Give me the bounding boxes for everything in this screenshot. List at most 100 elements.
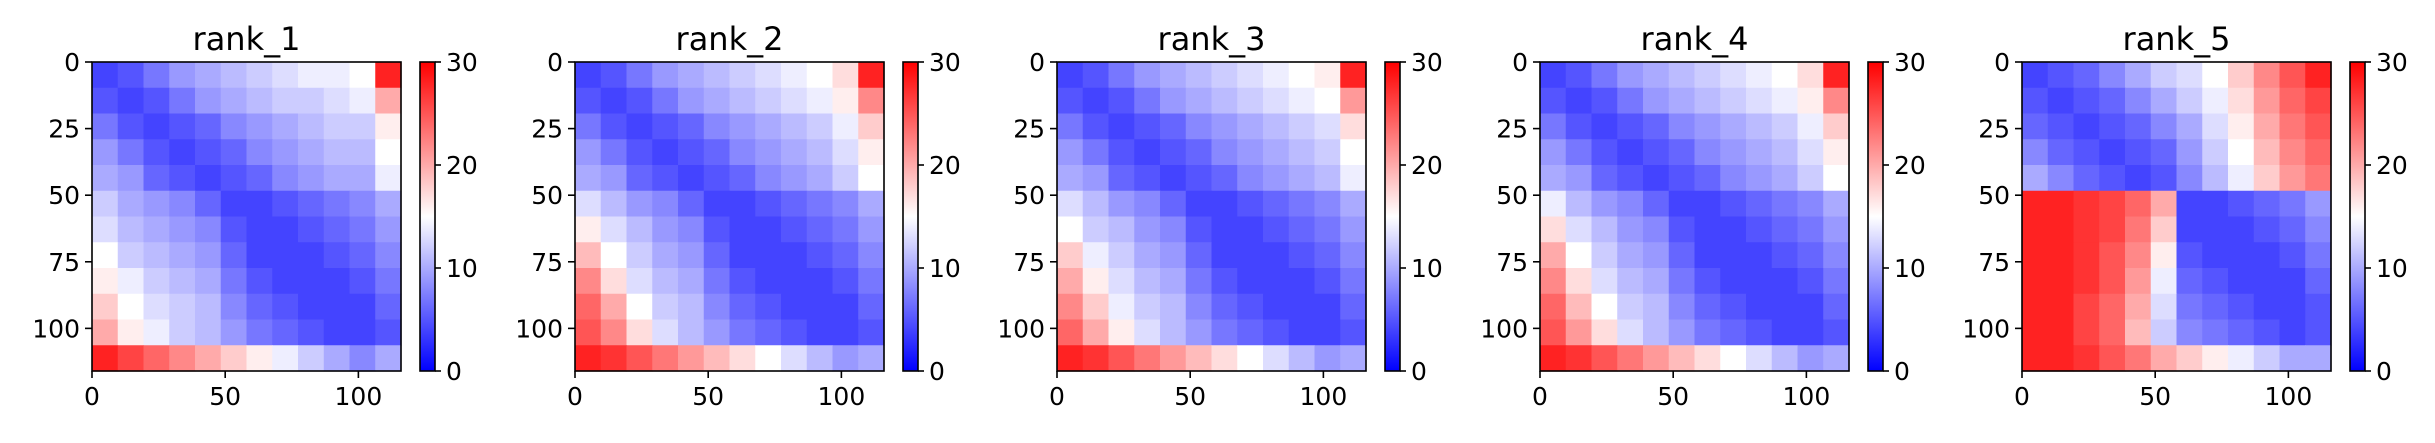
heatmap-cell bbox=[1746, 113, 1773, 140]
x-tick-label: 100 bbox=[335, 382, 383, 411]
heatmap-cell bbox=[349, 190, 376, 218]
heatmap-cell bbox=[1720, 268, 1747, 295]
heatmap-cell bbox=[1263, 139, 1290, 166]
heatmap-cell bbox=[2228, 190, 2255, 218]
heatmap-cell bbox=[652, 319, 679, 346]
heatmap-cell bbox=[169, 268, 196, 295]
heatmap-cell bbox=[652, 242, 679, 269]
heatmap-cell bbox=[2253, 190, 2281, 218]
heatmap-cell bbox=[92, 165, 119, 192]
heatmap-cells bbox=[1057, 62, 1367, 372]
heatmap-cell bbox=[1771, 293, 1799, 321]
heatmap-cell bbox=[755, 319, 782, 346]
heatmap-cell bbox=[1288, 165, 1316, 192]
heatmap-cell bbox=[1617, 242, 1644, 269]
heatmap-cell bbox=[1771, 87, 1799, 115]
heatmap-cell bbox=[2279, 242, 2306, 269]
y-tick-label: 75 bbox=[1496, 248, 1528, 277]
heatmap-cell bbox=[1771, 113, 1799, 140]
heatmap-cell bbox=[755, 87, 782, 115]
heatmap-cell bbox=[2047, 87, 2075, 115]
heatmap-cell bbox=[92, 113, 119, 140]
heatmap-cell bbox=[1746, 293, 1773, 321]
heatmap-cell bbox=[2022, 345, 2049, 372]
panel-title: rank_1 bbox=[193, 20, 301, 58]
heatmap-cell bbox=[375, 242, 402, 269]
heatmap-cell bbox=[349, 87, 376, 115]
heatmap-cell bbox=[1237, 62, 1264, 89]
heatmap-cell bbox=[2150, 216, 2178, 243]
heatmap-cell bbox=[195, 190, 222, 218]
heatmap-cell bbox=[1694, 345, 1721, 372]
heatmap-cell bbox=[2047, 139, 2075, 166]
heatmap-cell bbox=[2202, 113, 2229, 140]
heatmap-cell bbox=[2099, 190, 2126, 218]
heatmap-cell bbox=[143, 268, 170, 295]
heatmap-cell bbox=[143, 62, 170, 89]
heatmap-cell bbox=[1643, 319, 1670, 346]
heatmap-cell bbox=[2202, 87, 2229, 115]
heatmap-cell bbox=[1591, 242, 1618, 269]
heatmap-cell bbox=[1108, 345, 1135, 372]
heatmap-cell bbox=[2099, 139, 2126, 166]
heatmap-cell bbox=[1288, 268, 1316, 295]
heatmap-cell bbox=[195, 165, 222, 192]
heatmap-cell bbox=[2047, 268, 2075, 295]
heatmap-cell bbox=[1340, 345, 1367, 372]
heatmap-cell bbox=[832, 87, 859, 115]
heatmap-cell bbox=[92, 293, 119, 321]
heatmap-cell bbox=[1694, 113, 1721, 140]
heatmap-cell bbox=[1185, 190, 1213, 218]
heatmap-panel-5: rank_5 0 50 100 0 25 50 75 100 0 10 20 30 bbox=[1962, 20, 2408, 411]
heatmap-cell bbox=[272, 268, 299, 295]
heatmap-cell bbox=[220, 190, 248, 218]
colorbar-frame bbox=[902, 61, 919, 372]
heatmap-cell bbox=[2305, 293, 2332, 321]
heatmap-cell bbox=[2073, 87, 2100, 115]
heatmap-cell bbox=[246, 190, 273, 218]
heatmap-cell bbox=[323, 87, 351, 115]
colorbar-tick-label: 20 bbox=[1411, 151, 1443, 180]
heatmap-cell bbox=[1797, 113, 1824, 140]
heatmap-cell bbox=[246, 165, 273, 192]
heatmap-cell bbox=[729, 87, 756, 115]
heatmap-cell bbox=[272, 139, 299, 166]
heatmap-cell bbox=[143, 293, 170, 321]
x-tick-label: 50 bbox=[1657, 382, 1689, 411]
heatmap-cell bbox=[781, 165, 808, 192]
heatmap-cell bbox=[575, 319, 602, 346]
heatmap-cell bbox=[375, 165, 402, 192]
heatmap-cell bbox=[2047, 165, 2075, 192]
heatmap-cell bbox=[117, 319, 145, 346]
axes-frame bbox=[2021, 61, 2332, 372]
heatmap-cell bbox=[220, 345, 248, 372]
heatmap-cell bbox=[781, 345, 808, 372]
heatmap-cell bbox=[2253, 87, 2281, 115]
heatmap-cell bbox=[1565, 216, 1593, 243]
heatmap-cell bbox=[703, 242, 731, 269]
heatmap-cell bbox=[375, 113, 402, 140]
heatmap-cell bbox=[832, 216, 859, 243]
heatmap-cell bbox=[2202, 319, 2229, 346]
heatmap-cell bbox=[375, 345, 402, 372]
heatmap-cell bbox=[220, 268, 248, 295]
heatmap-cell bbox=[2150, 87, 2178, 115]
colorbar-tick-label: 30 bbox=[929, 48, 961, 77]
heatmap-cell bbox=[1720, 319, 1747, 346]
heatmap-cell bbox=[1823, 345, 1850, 372]
heatmap-cell bbox=[2228, 293, 2255, 321]
heatmap-cell bbox=[195, 139, 222, 166]
colorbar-tick-label: 0 bbox=[929, 357, 945, 386]
heatmap-cell bbox=[1720, 139, 1747, 166]
heatmap-cell bbox=[1797, 345, 1824, 372]
heatmap-cell bbox=[858, 62, 885, 89]
heatmap-cell bbox=[1211, 216, 1238, 243]
heatmap-cell bbox=[2099, 113, 2126, 140]
heatmap-cell bbox=[1108, 242, 1135, 269]
heatmap-cell bbox=[1288, 87, 1316, 115]
heatmap-cell bbox=[1237, 165, 1264, 192]
heatmap-cell bbox=[703, 319, 731, 346]
heatmap-cell bbox=[323, 345, 351, 372]
heatmap-cell bbox=[1797, 62, 1824, 89]
heatmap-cell bbox=[652, 87, 679, 115]
